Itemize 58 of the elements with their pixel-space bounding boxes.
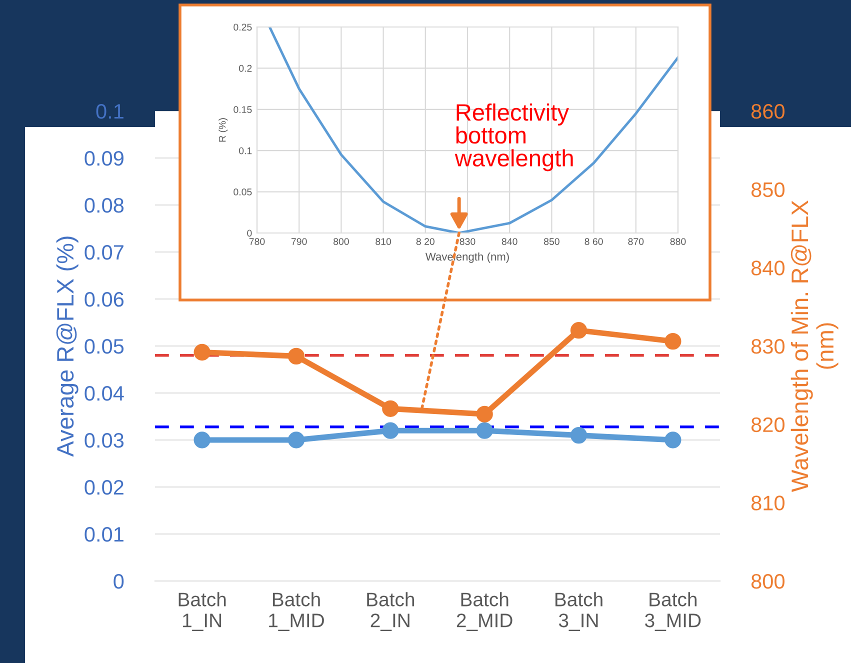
x-tick-label: 800 — [334, 238, 349, 245]
y-tick-label: 0.05 — [84, 339, 124, 354]
y-tick-label: 0.2 — [239, 64, 252, 72]
x-tick-label: Batch 2_IN — [367, 592, 414, 632]
point — [382, 422, 399, 439]
x-axis-title: Wavelength (nm) — [425, 252, 509, 263]
y-tick-label: 0.05 — [234, 188, 252, 196]
point — [194, 344, 210, 361]
x-tick-label: 850 — [544, 238, 560, 245]
y-tick-label: 0.04 — [84, 386, 124, 401]
y-axis-title: R (%) — [218, 118, 228, 142]
x-tick-label: Batch 2_MID — [456, 592, 512, 632]
x-tick-label: 790 — [291, 238, 307, 245]
x-tick-label: 830 — [460, 238, 476, 245]
point — [570, 322, 588, 339]
x-tick-label: Batch 1_MID — [269, 592, 324, 632]
y-tick-label: 0.09 — [84, 151, 124, 166]
point — [664, 332, 682, 350]
y2-tick-label: 800 — [751, 574, 784, 589]
point — [570, 426, 588, 444]
y2-tick-label: 840 — [751, 260, 784, 276]
y2-tick-label: 860 — [751, 104, 784, 119]
annotation: Reflectivity bottom wavelength — [454, 103, 573, 172]
point — [476, 422, 493, 439]
x-tick-label: 8 20 — [416, 238, 434, 245]
x-tick-label: Batch 1_IN — [178, 592, 226, 632]
point — [194, 432, 210, 448]
y-tick-label: 0.25 — [234, 24, 252, 31]
y-tick-label: 0 — [114, 574, 124, 589]
point — [382, 400, 399, 417]
y-tick-label: 0.1 — [239, 147, 252, 154]
point — [288, 432, 305, 448]
x-tick-label: 870 — [628, 238, 644, 245]
y2-tick-label: 850 — [751, 182, 784, 198]
y-tick-label: 0.07 — [84, 245, 124, 260]
y2-tick-label: 820 — [751, 417, 784, 432]
point — [664, 432, 682, 448]
y-tick-label: 0.08 — [84, 198, 124, 213]
point — [288, 348, 305, 365]
x-tick-label: Batch 3_MID — [645, 592, 701, 632]
x-tick-label: 780 — [249, 238, 265, 245]
y-tick-label: 0 — [247, 230, 252, 237]
y-tick-label: 0.15 — [234, 106, 252, 114]
y-tick-label: 0.01 — [84, 527, 124, 542]
y2-tick-label: 810 — [751, 496, 784, 510]
y-tick-label: 0.03 — [84, 433, 124, 448]
y2-axis-title: Wavelength of Min. R@FLX (nm) — [790, 200, 838, 492]
y-tick-label: 0.06 — [84, 292, 124, 307]
x-tick-label: Batch 3_IN — [555, 592, 602, 632]
x-tick-label: 880 — [670, 238, 686, 245]
y-tick-label: 0.02 — [84, 480, 124, 495]
y-tick-label: 0.1 — [96, 104, 124, 119]
x-tick-label: 810 — [376, 238, 392, 245]
x-tick-label: 8 60 — [584, 238, 603, 245]
y-axis-title: Average R@FLX (%) — [56, 236, 78, 457]
point — [476, 406, 493, 422]
y2-tick-label: 830 — [751, 339, 784, 354]
x-tick-label: 840 — [502, 238, 518, 245]
